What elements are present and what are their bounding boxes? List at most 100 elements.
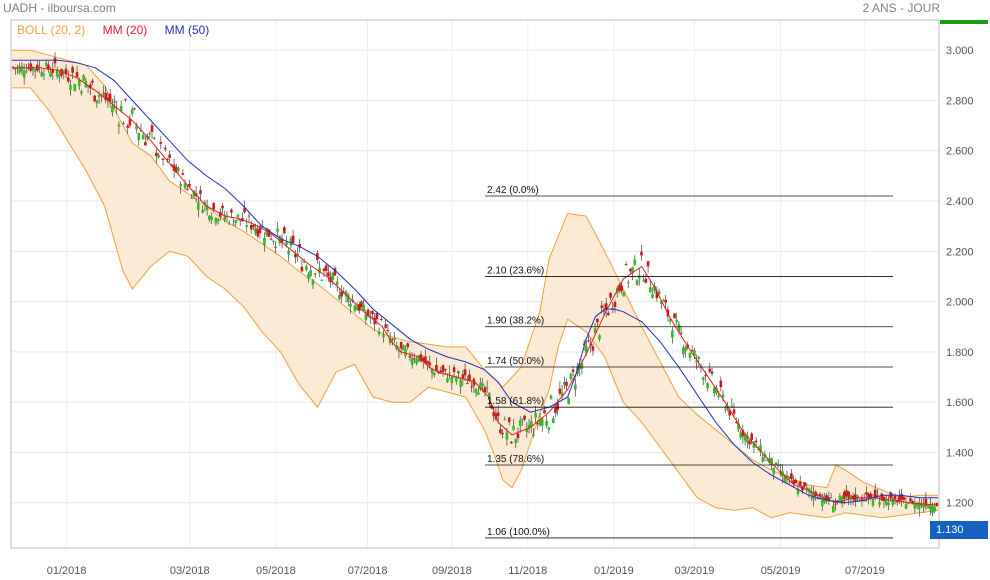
- candle: [633, 255, 637, 267]
- candle: [208, 214, 211, 223]
- candle: [472, 377, 476, 393]
- candle: [49, 66, 52, 78]
- candle: [155, 148, 158, 164]
- candle: [748, 439, 751, 449]
- candle: [776, 459, 780, 469]
- candle: [646, 261, 650, 273]
- candle: [349, 300, 352, 314]
- candle: [139, 123, 143, 133]
- candle: [682, 344, 685, 358]
- candle: [827, 491, 831, 505]
- candle: [371, 310, 374, 320]
- candle: [510, 441, 513, 444]
- candle: [227, 220, 231, 226]
- candle: [362, 298, 365, 312]
- candle: [690, 345, 694, 352]
- candle: [221, 203, 224, 214]
- candle: [452, 364, 456, 379]
- candle: [675, 312, 679, 326]
- candle: [247, 212, 251, 223]
- candle: [712, 385, 716, 398]
- candle: [887, 496, 890, 511]
- candle: [626, 279, 630, 289]
- candle: [192, 189, 196, 199]
- y-tick-label: 3.000: [946, 45, 974, 57]
- candle: [540, 416, 544, 432]
- y-tick-label: 2.800: [946, 95, 974, 107]
- candle: [571, 365, 575, 377]
- candle: [327, 265, 330, 282]
- candle: [922, 498, 925, 513]
- candle: [232, 218, 235, 226]
- candle: [324, 262, 328, 276]
- x-tick-label: 05/2019: [761, 565, 801, 577]
- candle: [723, 405, 727, 413]
- candle: [168, 150, 171, 163]
- fibonacci-label: 1.35 (78.6%): [487, 454, 544, 465]
- candle: [86, 85, 90, 94]
- candle: [596, 318, 599, 328]
- x-tick-label: 01/2018: [47, 565, 87, 577]
- candle: [732, 402, 736, 416]
- candle: [338, 289, 341, 301]
- candle: [688, 352, 692, 362]
- candle: [18, 62, 22, 75]
- candle: [230, 208, 233, 219]
- candle: [523, 414, 526, 422]
- candle: [463, 363, 467, 381]
- candle: [461, 369, 465, 387]
- candle: [137, 132, 141, 146]
- mm20-line: [12, 67, 939, 506]
- fibonacci-label: 2.42 (0.0%): [487, 185, 539, 196]
- moving-averages: [12, 59, 939, 506]
- period-indicator-bar: [940, 20, 988, 24]
- candle: [479, 377, 482, 392]
- candle: [668, 318, 672, 325]
- candle: [809, 485, 813, 502]
- period-label[interactable]: 2 ANS - JOUR: [862, 1, 940, 15]
- x-tick-label: 01/2019: [594, 565, 634, 577]
- candle: [765, 458, 769, 462]
- candle: [772, 467, 776, 480]
- candle: [849, 494, 853, 506]
- candle: [558, 381, 562, 396]
- fibonacci-label: 1.74 (50.0%): [487, 356, 544, 367]
- candle: [739, 430, 742, 440]
- candle: [181, 169, 185, 176]
- candle: [521, 418, 524, 426]
- candle: [567, 396, 571, 405]
- candle: [591, 343, 595, 356]
- candle: [71, 65, 74, 80]
- candle: [159, 136, 163, 150]
- candle: [69, 79, 72, 96]
- candle: [33, 68, 37, 79]
- candle: [219, 208, 222, 221]
- candle: [379, 316, 383, 322]
- candle: [29, 60, 33, 73]
- candle: [75, 65, 79, 79]
- candle: [60, 68, 63, 79]
- x-tick-label: 11/2018: [508, 565, 547, 577]
- last-price-tag: 1.130: [930, 521, 988, 539]
- x-tick-label: 07/2018: [348, 565, 388, 577]
- candle: [393, 332, 396, 343]
- x-tick-label: 09/2018: [432, 565, 472, 577]
- candle: [252, 224, 255, 231]
- candle: [660, 300, 663, 309]
- mm50-line: [12, 59, 938, 504]
- candle: [183, 179, 187, 191]
- chart-grid: [12, 20, 938, 548]
- candle: [514, 438, 518, 449]
- candle: [377, 327, 381, 337]
- candle: [798, 475, 802, 488]
- candle: [384, 319, 388, 329]
- candle: [311, 278, 315, 290]
- candle: [450, 375, 454, 391]
- candle: [706, 382, 709, 392]
- candle: [148, 131, 152, 139]
- y-tick-label: 1.600: [946, 397, 974, 409]
- candle: [421, 355, 425, 369]
- candle: [622, 291, 626, 297]
- candle: [102, 85, 105, 98]
